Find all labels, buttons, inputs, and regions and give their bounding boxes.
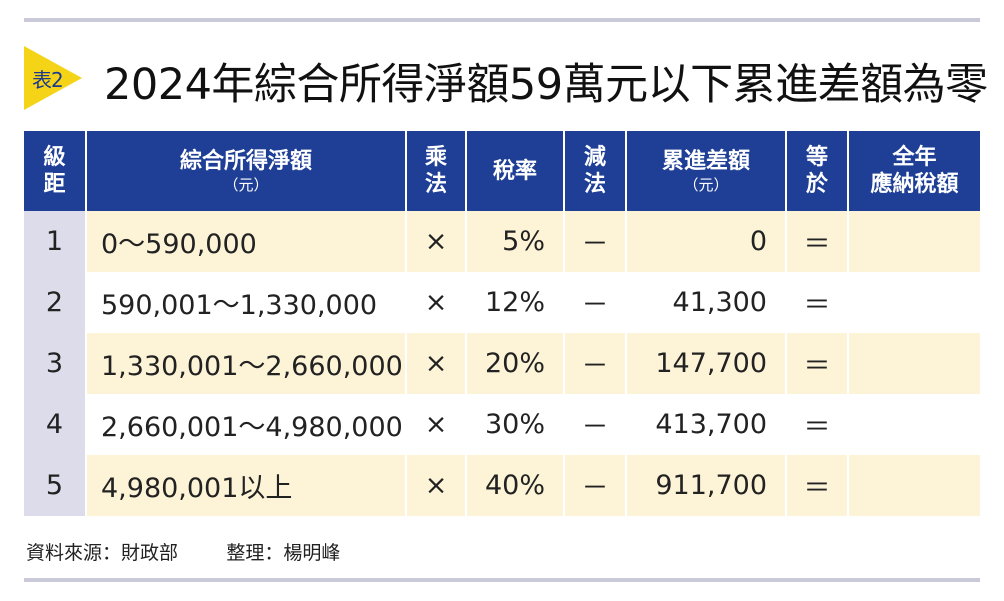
header-equals: 等於 xyxy=(786,131,849,211)
header-subtract: 減法 xyxy=(564,131,627,211)
rate-cell: 20% xyxy=(466,333,565,394)
rate-cell: 30% xyxy=(466,394,565,455)
annual-tax-cell xyxy=(848,455,980,516)
level-cell: 2 xyxy=(24,272,87,333)
difference-cell: 147,700 xyxy=(626,333,787,394)
range-cell: 2,660,001～4,980,000 xyxy=(86,394,407,455)
table-number-tag: 表2 xyxy=(32,68,64,92)
multiply-sign: × xyxy=(406,211,467,272)
minus-sign: － xyxy=(564,333,627,394)
table-row: 3 1,330,001～2,660,000 × 20% － 147,700 ＝ xyxy=(24,333,980,394)
page-title: 2024年綜合所得淨額59萬元以下累進差額為零 xyxy=(104,60,988,110)
minus-sign: － xyxy=(564,211,627,272)
equals-sign: ＝ xyxy=(786,333,849,394)
annual-tax-cell xyxy=(848,333,980,394)
top-rule xyxy=(24,18,980,22)
range-cell: 1,330,001～2,660,000 xyxy=(86,333,407,394)
level-cell: 1 xyxy=(24,211,87,272)
equals-sign: ＝ xyxy=(786,394,849,455)
equals-sign: ＝ xyxy=(786,272,849,333)
minus-sign: － xyxy=(564,272,627,333)
minus-sign: － xyxy=(564,394,627,455)
editor-text: 整理：楊明峰 xyxy=(226,542,341,564)
source-note: 資料來源：財政部 整理：楊明峰 xyxy=(26,538,340,565)
range-cell: 4,980,001以上 xyxy=(86,455,407,516)
multiply-sign: × xyxy=(406,394,467,455)
minus-sign: － xyxy=(564,455,627,516)
title-row: 表2 2024年綜合所得淨額59萬元以下累進差額為零 xyxy=(24,44,988,114)
source-text: 資料來源：財政部 xyxy=(26,542,179,564)
level-cell: 5 xyxy=(24,455,87,516)
tax-rate-table: 級距 綜合所得淨額 （元） 乘法 稅率 減法 累進差額 （元） 等於 xyxy=(24,131,980,516)
rate-cell: 5% xyxy=(466,211,565,272)
difference-cell: 911,700 xyxy=(626,455,787,516)
rate-cell: 40% xyxy=(466,455,565,516)
annual-tax-cell xyxy=(848,272,980,333)
multiply-sign: × xyxy=(406,333,467,394)
range-cell: 0～590,000 xyxy=(86,211,407,272)
rate-cell: 12% xyxy=(466,272,565,333)
annual-tax-cell xyxy=(848,211,980,272)
yellow-triangle-icon xyxy=(24,46,82,110)
difference-cell: 413,700 xyxy=(626,394,787,455)
annual-tax-cell xyxy=(848,394,980,455)
table-row: 4 2,660,001～4,980,000 × 30% － 413,700 ＝ xyxy=(24,394,980,455)
header-progressive-difference: 累進差額 （元） xyxy=(626,131,787,211)
equals-sign: ＝ xyxy=(786,211,849,272)
header-level: 級距 xyxy=(24,131,87,211)
range-cell: 590,001～1,330,000 xyxy=(86,272,407,333)
multiply-sign: × xyxy=(406,455,467,516)
header-net-income: 綜合所得淨額 （元） xyxy=(86,131,407,211)
bottom-rule xyxy=(24,578,980,582)
header-multiply: 乘法 xyxy=(406,131,467,211)
table-row: 5 4,980,001以上 × 40% － 911,700 ＝ xyxy=(24,455,980,516)
header-tax-rate: 稅率 xyxy=(466,131,565,211)
multiply-sign: × xyxy=(406,272,467,333)
difference-cell: 0 xyxy=(626,211,787,272)
equals-sign: ＝ xyxy=(786,455,849,516)
header-row: 級距 綜合所得淨額 （元） 乘法 稅率 減法 累進差額 （元） 等於 xyxy=(24,131,980,211)
level-cell: 3 xyxy=(24,333,87,394)
table-row: 1 0～590,000 × 5% － 0 ＝ xyxy=(24,211,980,272)
header-annual-tax: 全年 應納稅額 xyxy=(848,131,980,211)
level-cell: 4 xyxy=(24,394,87,455)
difference-cell: 41,300 xyxy=(626,272,787,333)
table-row: 2 590,001～1,330,000 × 12% － 41,300 ＝ xyxy=(24,272,980,333)
